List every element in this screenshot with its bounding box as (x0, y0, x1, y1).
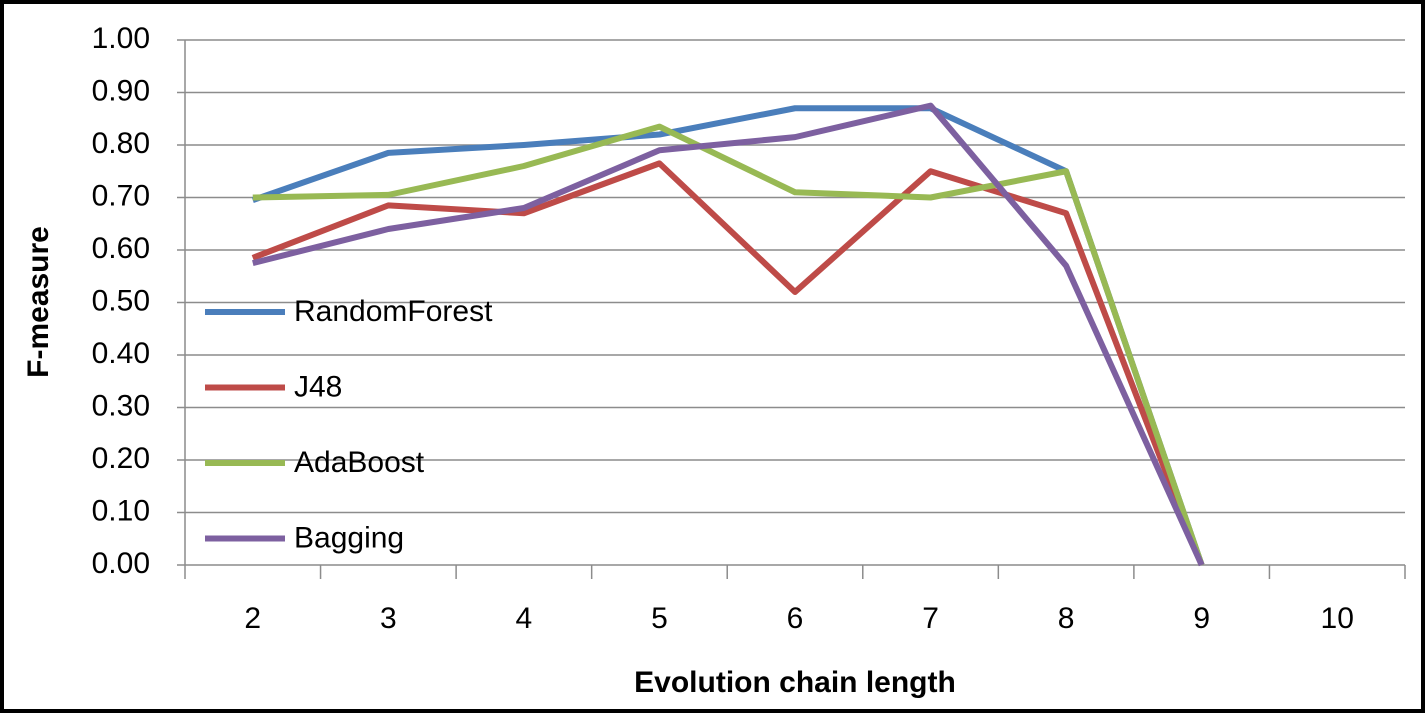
legend-label: Bagging (294, 521, 404, 554)
legend-label: RandomForest (294, 295, 493, 328)
y-axis-title: F-measure (22, 226, 55, 378)
x-tick-label: 5 (651, 602, 668, 635)
y-tick-label: 0.10 (92, 494, 150, 527)
y-tick-label: 0.40 (92, 337, 150, 370)
x-tick-label: 10 (1321, 602, 1354, 635)
series-line (251, 105, 1205, 566)
series-line (252, 102, 1205, 567)
y-tick-label: 0.90 (92, 74, 150, 107)
y-tick-label: 1.00 (92, 22, 150, 55)
series-line (252, 123, 1205, 566)
x-tick-label: 9 (1193, 602, 1210, 635)
legend-label: AdaBoost (294, 446, 425, 479)
x-tick-label: 3 (380, 602, 397, 635)
y-tick-label: 0.50 (92, 284, 150, 317)
x-tick-label: 8 (1058, 602, 1075, 635)
legend-label: J48 (294, 370, 342, 403)
x-tick-label: 6 (787, 602, 804, 635)
y-tick-label: 0.00 (92, 547, 150, 580)
y-tick-label: 0.30 (92, 389, 150, 422)
x-tick-label: 7 (922, 602, 939, 635)
x-axis-title: Evolution chain length (634, 666, 956, 699)
x-tick-label: 4 (516, 602, 533, 635)
y-tick-label: 0.70 (92, 179, 150, 212)
series-line (251, 160, 1205, 567)
x-tick-label: 2 (244, 602, 261, 635)
y-tick-label: 0.20 (92, 442, 150, 475)
y-tick-label: 0.60 (92, 232, 150, 265)
y-tick-label: 0.80 (92, 127, 150, 160)
